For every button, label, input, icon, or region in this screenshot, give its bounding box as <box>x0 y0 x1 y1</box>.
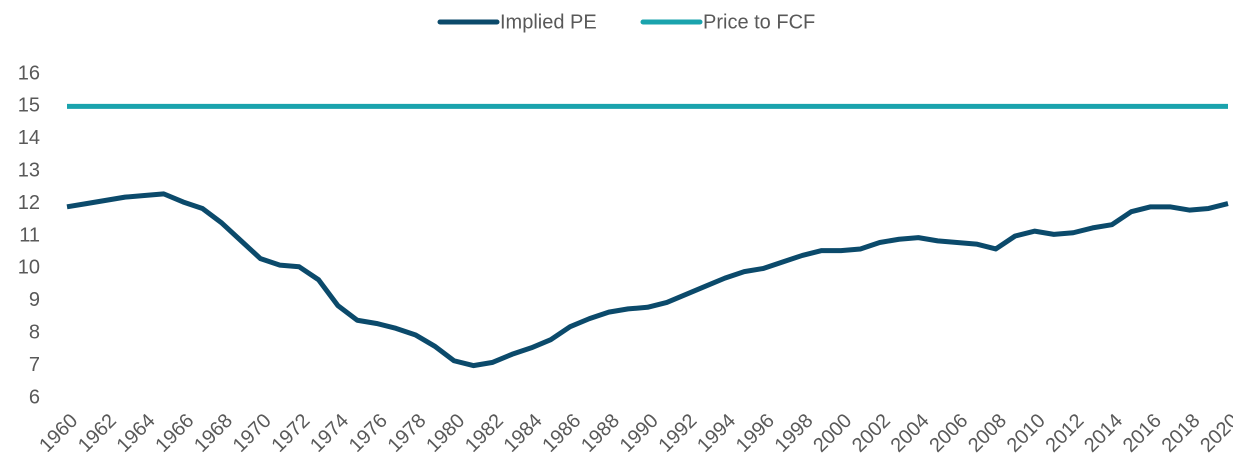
legend-label: Price to FCF <box>703 11 815 33</box>
x-tick-label: 1982 <box>461 410 508 457</box>
y-tick-label: 15 <box>18 95 40 117</box>
x-tick-label: 1988 <box>577 410 624 457</box>
x-tick-label: 1968 <box>190 410 237 457</box>
y-tick-label: 9 <box>29 289 40 311</box>
x-tick-label: 1984 <box>500 410 547 457</box>
x-tick-label: 1992 <box>654 410 701 457</box>
x-tick-label: 2008 <box>964 410 1011 457</box>
x-tick-label: 2004 <box>887 410 934 457</box>
x-tick-label: 1978 <box>384 410 431 457</box>
x-tick-label: 1990 <box>616 410 663 457</box>
x-tick-label: 2018 <box>1158 410 1205 457</box>
y-tick-label: 8 <box>29 321 40 343</box>
y-tick-label: 11 <box>19 224 40 246</box>
x-tick-label: 1994 <box>693 410 740 457</box>
x-tick-label: 2020 <box>1196 410 1233 457</box>
x-tick-label: 1970 <box>229 410 276 457</box>
y-tick-label: 6 <box>29 386 40 408</box>
x-tick-label: 2014 <box>1080 410 1127 457</box>
y-tick-label: 10 <box>18 257 40 279</box>
x-tick-label: 1998 <box>771 410 818 457</box>
y-tick-label: 14 <box>18 127 40 149</box>
x-tick-label: 2016 <box>1119 410 1166 457</box>
y-tick-label: 16 <box>18 62 40 84</box>
x-tick-label: 1986 <box>538 410 585 457</box>
x-tick-label: 1980 <box>422 410 469 457</box>
x-tick-label: 1964 <box>113 410 160 457</box>
y-tick-label: 12 <box>18 192 40 214</box>
x-tick-label: 2000 <box>809 410 856 457</box>
x-tick-label: 1966 <box>151 410 198 457</box>
x-tick-label: 1972 <box>267 410 314 457</box>
x-tick-label: 1960 <box>35 410 82 457</box>
x-tick-label: 2006 <box>925 410 972 457</box>
x-tick-label: 1974 <box>306 410 353 457</box>
x-tick-label: 2012 <box>1041 410 1088 457</box>
y-tick-label: 7 <box>29 354 40 376</box>
legend-label: Implied PE <box>500 11 597 33</box>
x-tick-label: 2010 <box>1003 410 1050 457</box>
x-tick-label: 1962 <box>74 410 121 457</box>
x-tick-label: 1976 <box>345 410 392 457</box>
x-tick-label: 2002 <box>848 410 895 457</box>
x-tick-label: 1996 <box>732 410 779 457</box>
series-line <box>66 191 1229 369</box>
y-tick-label: 13 <box>18 159 40 181</box>
